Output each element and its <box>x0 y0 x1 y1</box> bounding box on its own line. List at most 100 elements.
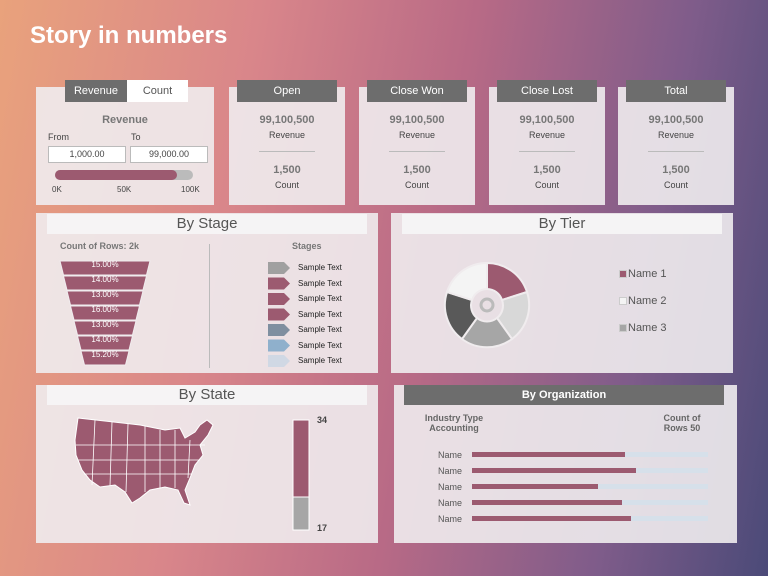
legend-swatch <box>619 324 627 332</box>
kpi-count: 1,500 <box>273 164 301 176</box>
map-shape <box>74 417 214 506</box>
kpi-title: Open <box>237 80 337 102</box>
stage-arrow <box>268 262 290 274</box>
scale-label: 34 <box>317 415 328 425</box>
funnel-segment <box>80 350 130 366</box>
legend-swatch <box>619 270 627 278</box>
stage-arrow <box>268 293 290 305</box>
kpi-title: Total <box>626 80 726 102</box>
stage-arrow <box>268 277 290 290</box>
funnel-label: 16.00% <box>91 305 119 314</box>
to-label: To <box>131 132 141 142</box>
funnel-label: 13.00% <box>91 320 119 329</box>
tab[interactable]: Count <box>127 80 188 102</box>
kpi-count-label: Count <box>274 180 300 190</box>
scale-label: 17 <box>317 523 328 533</box>
stage-label: Sample Text <box>298 278 342 288</box>
from-input[interactable]: 1,000.00 <box>48 146 126 163</box>
stage-label: Sample Text <box>298 356 342 365</box>
funnel-label: 13.00% <box>91 290 119 299</box>
funnel-segment <box>76 335 134 351</box>
slider-tick: 0K <box>52 185 62 194</box>
slider-tick: 100K <box>181 185 200 194</box>
to-input[interactable]: 99,000.00 <box>130 146 208 163</box>
legend-label: Name 2 <box>628 295 667 307</box>
funnel-label: 15.20% <box>91 350 119 359</box>
us-map <box>74 417 214 506</box>
funnel-label: 14.00% <box>91 275 119 284</box>
kpi-count-label: Count <box>663 180 689 190</box>
kpi-count-label: Count <box>534 180 560 190</box>
stage-label: Sample Text <box>298 340 342 350</box>
stage-arrow <box>268 339 290 352</box>
from-label: From <box>48 132 69 142</box>
row-label: Name <box>438 498 463 508</box>
kpi-divider <box>389 151 445 152</box>
divider <box>209 244 210 368</box>
panel-title: By Tier <box>402 214 722 234</box>
kpi-revenue: 99,100,500 <box>259 114 315 126</box>
stage-arrow <box>268 308 290 321</box>
row-label: Name <box>438 514 463 524</box>
count-label: Count of Rows: 2k <box>60 241 139 251</box>
kpi-revenue: 99,100,500 <box>648 114 704 126</box>
stage-label: Sample Text <box>298 263 342 272</box>
legend-label: Name 3 <box>628 322 667 334</box>
row-bar <box>472 516 631 521</box>
page-title: Story in numbers <box>30 22 228 49</box>
stage-label: Sample Text <box>298 309 342 319</box>
stages-title: Stages <box>292 241 322 251</box>
donut <box>443 261 531 349</box>
scale-bar <box>292 496 310 531</box>
kpi-divider <box>519 151 575 152</box>
kpi-revenue-label: Revenue <box>657 130 695 140</box>
kpi-count: 1,500 <box>403 164 431 176</box>
row-bar <box>472 484 598 489</box>
funnel-label: 14.00% <box>91 335 119 344</box>
gear-icon <box>479 297 495 313</box>
kpi-count: 1,500 <box>662 164 690 176</box>
stage-label: Sample Text <box>298 325 342 334</box>
kpi-divider <box>648 151 704 152</box>
kpi-card <box>618 87 734 205</box>
scale-bar <box>292 419 310 498</box>
state-borders <box>76 419 205 493</box>
kpi-title: Close Lost <box>497 80 597 102</box>
funnel-segment <box>66 290 144 306</box>
donut-segment <box>445 261 488 302</box>
tab[interactable]: Revenue <box>65 80 127 102</box>
kpi-divider <box>259 151 315 152</box>
filter-label: Revenue <box>102 114 148 126</box>
row-label: Name <box>438 466 463 476</box>
kpi-revenue-label: Revenue <box>528 130 566 140</box>
funnel-segment <box>62 275 148 291</box>
panel-title: By State <box>47 385 367 405</box>
row-bar <box>472 468 636 473</box>
kpi-card <box>359 87 475 205</box>
legend-swatch <box>619 297 627 305</box>
funnel-segment <box>73 320 137 336</box>
kpi-count-label: Count <box>404 180 430 190</box>
kpi-revenue: 99,100,500 <box>519 114 575 126</box>
kpi-revenue-label: Revenue <box>268 130 306 140</box>
row-label: Name <box>438 482 463 492</box>
kpi-revenue: 99,100,500 <box>389 114 445 126</box>
row-label: Name <box>438 450 463 460</box>
panel-title: By Organization <box>404 385 724 405</box>
kpi-count: 1,500 <box>533 164 561 176</box>
kpi-card <box>229 87 345 205</box>
kpi-revenue-label: Revenue <box>398 130 436 140</box>
funnel-segment <box>69 305 141 321</box>
stage-label: Sample Text <box>298 294 342 303</box>
slider-tick: 50K <box>117 185 132 194</box>
column-header: Industry Type Accounting <box>424 413 484 433</box>
stage-arrow <box>268 324 290 336</box>
slider-fill <box>55 170 177 180</box>
kpi-title: Close Won <box>367 80 467 102</box>
funnel-segment <box>59 260 151 276</box>
panel-title: By Stage <box>47 214 367 234</box>
legend-label: Name 1 <box>628 268 667 280</box>
funnel-label: 15.00% <box>91 260 119 269</box>
